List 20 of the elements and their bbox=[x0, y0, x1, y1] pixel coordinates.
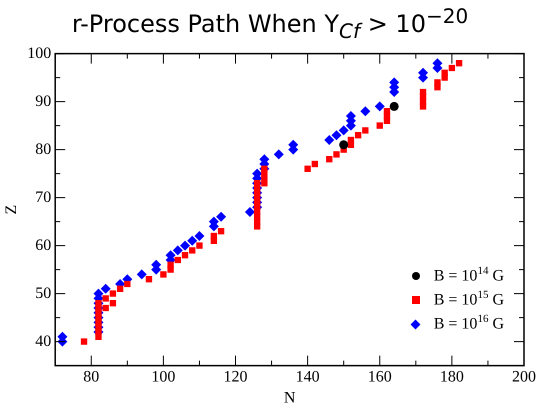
x-tick-label: 80 bbox=[83, 368, 100, 386]
x-tick-label: 160 bbox=[368, 368, 392, 386]
y-axis-title: Z bbox=[2, 204, 20, 214]
x-tick-label: 100 bbox=[151, 368, 176, 386]
x-tick-label: 200 bbox=[512, 368, 536, 386]
chart-title: r-Process Path When Y$_{Cf}$ > 10$^{−20}$ bbox=[70, 4, 470, 43]
legend-label: B = 10$^{14}$ G bbox=[434, 265, 504, 286]
y-tick-label: 50 bbox=[35, 284, 52, 302]
y-tick-label: 90 bbox=[35, 92, 52, 110]
x-tick-label: 140 bbox=[296, 368, 320, 386]
y-tick-label: 70 bbox=[35, 188, 52, 206]
y-tick-label: 80 bbox=[35, 140, 52, 158]
legend-label: B = 10$^{15}$ G bbox=[434, 289, 504, 310]
legend-label: B = 10$^{16}$ G bbox=[434, 313, 504, 334]
x-axis-title: N bbox=[284, 390, 296, 407]
y-tick-label: 40 bbox=[35, 332, 52, 350]
y-tick-label: 60 bbox=[35, 236, 52, 254]
x-tick-label: 180 bbox=[440, 368, 464, 386]
x-tick-label: 120 bbox=[224, 368, 248, 386]
y-tick-label: 100 bbox=[27, 44, 52, 62]
